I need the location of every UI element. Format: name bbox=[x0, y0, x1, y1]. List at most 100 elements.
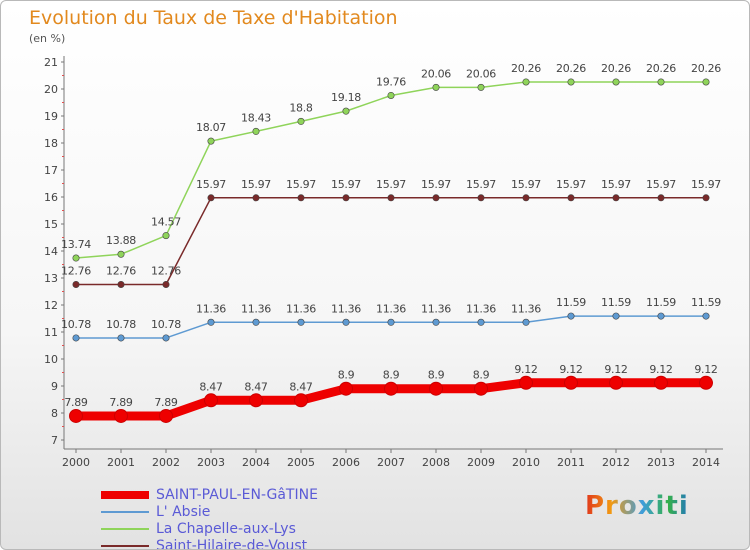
data-point bbox=[657, 312, 665, 320]
data-point bbox=[69, 408, 83, 423]
x-tick-label: 2003 bbox=[197, 456, 225, 469]
data-label: 20.26 bbox=[691, 62, 721, 75]
y-tick-label: 15 bbox=[44, 218, 58, 231]
data-label: 9.12 bbox=[694, 363, 717, 376]
legend-swatch-red bbox=[101, 490, 149, 499]
legend-label: L' Absie bbox=[156, 503, 211, 520]
data-point bbox=[702, 78, 710, 86]
data-label: 11.36 bbox=[286, 302, 316, 315]
data-point bbox=[249, 393, 263, 408]
data-label: 15.97 bbox=[286, 178, 316, 191]
data-label: 11.59 bbox=[646, 296, 676, 309]
legend-item: Saint-Hilaire-de-Voust bbox=[101, 537, 318, 550]
data-point bbox=[342, 107, 350, 115]
data-label: 13.74 bbox=[61, 238, 91, 251]
legend: SAINT-PAUL-EN-GâTINE L' Absie La Chapell… bbox=[101, 486, 318, 550]
y-tick-label: 12 bbox=[44, 299, 58, 312]
y-tick-label: 20 bbox=[44, 83, 58, 96]
data-label: 15.97 bbox=[421, 178, 451, 191]
data-label: 8.47 bbox=[199, 380, 223, 393]
y-tick-label: 7 bbox=[51, 434, 58, 447]
data-label: 9.12 bbox=[649, 363, 672, 376]
data-label: 15.97 bbox=[241, 178, 271, 191]
data-label: 12.76 bbox=[106, 264, 136, 277]
data-point bbox=[387, 194, 395, 202]
data-label: 8.9 bbox=[473, 369, 490, 382]
data-point bbox=[252, 194, 260, 202]
x-tick-label: 2001 bbox=[107, 456, 135, 469]
x-tick-label: 2004 bbox=[242, 456, 270, 469]
data-label: 18.8 bbox=[289, 101, 313, 114]
chart-title: Evolution du Taux de Taxe d'Habitation bbox=[29, 7, 398, 29]
data-point bbox=[654, 375, 668, 390]
data-point bbox=[702, 312, 710, 320]
data-label: 11.36 bbox=[466, 302, 496, 315]
y-tick-label: 10 bbox=[44, 353, 58, 366]
data-label: 11.59 bbox=[556, 296, 586, 309]
data-point bbox=[72, 254, 80, 262]
data-point bbox=[609, 375, 623, 390]
x-tick-label: 2012 bbox=[602, 456, 630, 469]
y-tick-label: 14 bbox=[44, 245, 58, 258]
data-point bbox=[564, 375, 578, 390]
data-point bbox=[162, 334, 170, 342]
legend-label: Saint-Hilaire-de-Voust bbox=[156, 537, 308, 550]
y-tick-label: 17 bbox=[44, 164, 58, 177]
data-point bbox=[342, 318, 350, 326]
legend-item: L' Absie bbox=[101, 503, 318, 520]
data-point bbox=[159, 408, 173, 423]
data-label: 7.89 bbox=[109, 396, 133, 409]
data-point bbox=[477, 318, 485, 326]
data-label: 9.12 bbox=[514, 363, 537, 376]
data-point bbox=[204, 393, 218, 408]
data-label: 15.97 bbox=[376, 178, 406, 191]
y-tick-label: 16 bbox=[44, 191, 58, 204]
data-label: 7.89 bbox=[154, 396, 178, 409]
x-tick-label: 2009 bbox=[467, 456, 495, 469]
data-label: 14.57 bbox=[151, 216, 181, 229]
data-point bbox=[522, 194, 530, 202]
x-tick-label: 2008 bbox=[422, 456, 450, 469]
data-point bbox=[657, 78, 665, 86]
data-label: 11.36 bbox=[421, 302, 451, 315]
data-point bbox=[432, 83, 440, 91]
data-point bbox=[474, 381, 488, 396]
series-line bbox=[75, 81, 707, 259]
x-tick-label: 2011 bbox=[557, 456, 585, 469]
data-label: 15.97 bbox=[331, 178, 361, 191]
x-tick-label: 2006 bbox=[332, 456, 360, 469]
data-point bbox=[612, 312, 620, 320]
data-label: 11.36 bbox=[511, 302, 541, 315]
data-point bbox=[117, 250, 125, 258]
data-point bbox=[162, 232, 170, 240]
legend-swatch-blue bbox=[101, 510, 149, 513]
data-point bbox=[162, 280, 170, 288]
data-point bbox=[207, 137, 215, 145]
data-label: 8.9 bbox=[383, 369, 400, 382]
data-label: 15.97 bbox=[691, 178, 721, 191]
data-point bbox=[657, 194, 665, 202]
data-point bbox=[429, 381, 443, 396]
data-label: 10.78 bbox=[106, 318, 136, 331]
x-tick-label: 2013 bbox=[647, 456, 675, 469]
data-label: 11.36 bbox=[241, 302, 271, 315]
legend-item: La Chapelle-aux-Lys bbox=[101, 520, 318, 537]
data-point bbox=[114, 408, 128, 423]
data-point bbox=[699, 375, 713, 390]
data-point bbox=[567, 312, 575, 320]
data-label: 11.59 bbox=[691, 296, 721, 309]
data-label: 15.97 bbox=[511, 178, 541, 191]
data-label: 11.36 bbox=[331, 302, 361, 315]
data-point bbox=[117, 334, 125, 342]
data-point bbox=[207, 194, 215, 202]
data-label: 20.26 bbox=[511, 62, 541, 75]
data-label: 8.9 bbox=[428, 369, 445, 382]
x-tick-label: 2014 bbox=[692, 456, 720, 469]
data-point bbox=[297, 318, 305, 326]
data-point bbox=[294, 393, 308, 408]
data-label: 11.36 bbox=[196, 302, 226, 315]
data-point bbox=[702, 194, 710, 202]
data-point bbox=[72, 334, 80, 342]
